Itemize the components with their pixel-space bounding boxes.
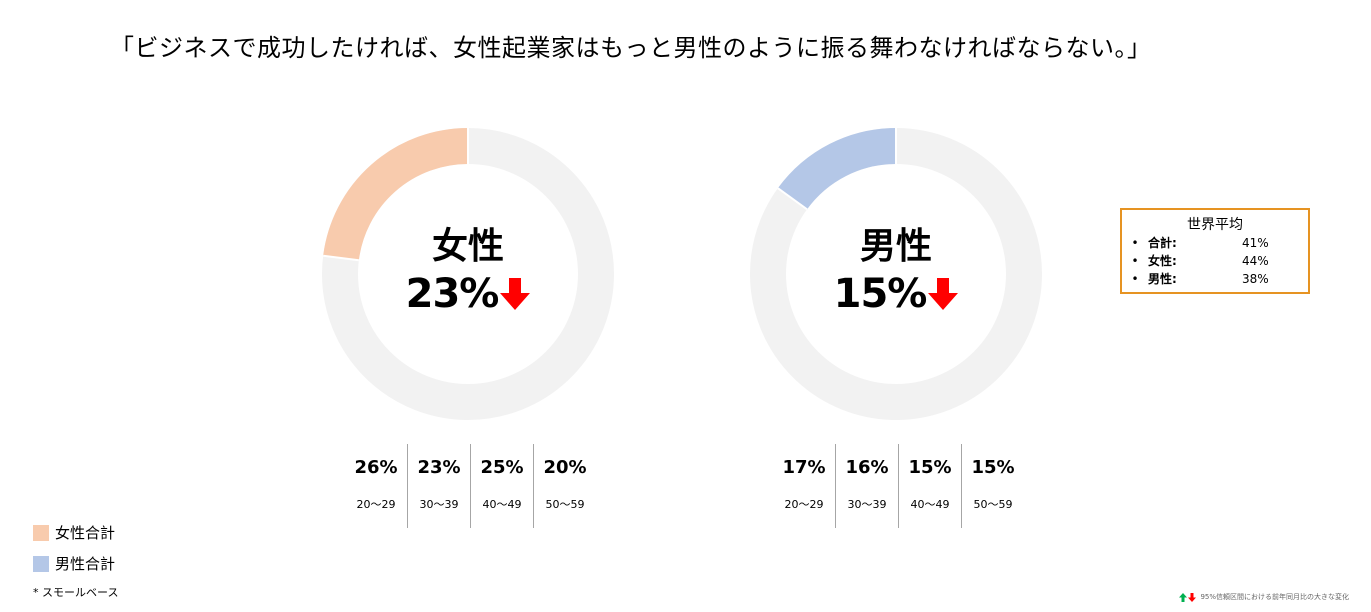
age-value: 15% xyxy=(908,457,952,478)
age-breakdown-male: 17% 20～29 16% 30～39 15% 40～49 15% 50～59 xyxy=(773,444,1024,528)
age-value: 26% xyxy=(354,457,398,478)
down-arrow-icon xyxy=(1188,592,1197,602)
age-column: 15% 50～59 xyxy=(961,444,1024,528)
age-column: 17% 20～29 xyxy=(773,444,835,528)
donut-female xyxy=(322,128,614,420)
age-range: 50～59 xyxy=(973,498,1013,511)
age-value: 23% xyxy=(417,457,461,478)
bullet-icon: • xyxy=(1131,272,1139,286)
age-range: 50～59 xyxy=(545,498,585,511)
legend-label: 女性合計 xyxy=(55,524,116,542)
up-arrow-icon xyxy=(1179,592,1188,602)
world-average-row: • 合計: 41% xyxy=(1122,234,1308,252)
legend-swatch-female xyxy=(33,524,49,541)
age-range: 30～39 xyxy=(847,498,887,511)
world-average-value: 38% xyxy=(1242,272,1269,286)
bullet-icon: • xyxy=(1131,236,1139,250)
donut-male xyxy=(750,128,1042,420)
age-value: 17% xyxy=(782,457,826,478)
footnote-text: 95%信頼区間における前年同月比の大きな変化 xyxy=(1200,593,1349,601)
age-range: 20～29 xyxy=(356,498,396,511)
donut-label-male: 男性 xyxy=(859,226,932,267)
age-column: 16% 30～39 xyxy=(835,444,898,528)
age-range: 30～39 xyxy=(419,498,459,511)
donut-label-female: 女性 xyxy=(431,226,504,267)
down-arrow-icon xyxy=(500,278,531,310)
donut-value-male: 15% xyxy=(833,271,928,317)
donut-center-female: 女性 23% xyxy=(358,225,578,319)
age-range: 40～49 xyxy=(910,498,950,511)
significance-footnote: 95%信頼区間における前年同月比の大きな変化 xyxy=(1179,592,1349,602)
age-value: 20% xyxy=(543,457,587,478)
age-range: 20～29 xyxy=(784,498,824,511)
world-average-value: 41% xyxy=(1242,236,1269,250)
world-average-row: • 男性: 38% xyxy=(1122,270,1308,288)
donut-slice-female xyxy=(323,128,469,261)
world-average-heading: 世界平均 xyxy=(1187,217,1243,233)
donut-value-female: 23% xyxy=(405,271,500,317)
world-average-row: • 女性: 44% xyxy=(1122,252,1308,270)
donut-center-male: 男性 15% xyxy=(786,225,1006,319)
sample-note: * スモールベース xyxy=(33,586,119,599)
bullet-icon: • xyxy=(1131,254,1139,268)
age-range: 40～49 xyxy=(482,498,522,511)
world-average-value: 44% xyxy=(1242,254,1269,268)
age-column: 20% 50～59 xyxy=(533,444,596,528)
legend-item-female: 女性合計 xyxy=(33,522,115,543)
age-value: 16% xyxy=(845,457,889,478)
donut-slice-edge xyxy=(323,254,359,262)
world-average-box: 世界平均 • 合計: 41% • 女性: 44% • 男性: 38% xyxy=(1120,208,1310,294)
age-breakdown-female: 26% 20～29 23% 30～39 25% 40～49 20% 50～59 xyxy=(345,444,596,528)
world-average-label: 合計: xyxy=(1148,236,1177,250)
legend-item-male: 男性合計 xyxy=(33,553,115,574)
age-column: 25% 40～49 xyxy=(470,444,533,528)
world-average-label: 男性: xyxy=(1148,272,1177,286)
legend-label: 男性合計 xyxy=(55,555,116,573)
chart-title: 「ビジネスで成功したければ、女性起業家はもっと男性のように振る舞わなければならな… xyxy=(110,34,1152,62)
age-column: 26% 20～29 xyxy=(345,444,407,528)
world-average-label: 女性: xyxy=(1148,254,1177,268)
age-column: 15% 40～49 xyxy=(898,444,961,528)
donut-slice-male xyxy=(777,128,897,210)
age-value: 25% xyxy=(480,457,524,478)
age-column: 23% 30～39 xyxy=(407,444,470,528)
down-arrow-icon xyxy=(928,278,959,310)
legend-swatch-male xyxy=(33,555,49,572)
age-value: 15% xyxy=(971,457,1015,478)
donut-slice-edge xyxy=(777,187,808,211)
